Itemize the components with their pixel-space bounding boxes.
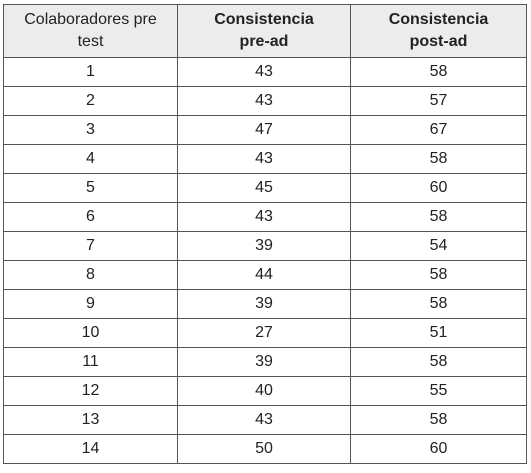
cell-consistency-post: 57 bbox=[350, 86, 527, 116]
cell-consistency-pre: 43 bbox=[177, 57, 351, 87]
cell-consistency-post: 60 bbox=[350, 173, 527, 203]
cell-consistency-post: 55 bbox=[350, 376, 527, 406]
cell-consistency-pre: 39 bbox=[177, 347, 351, 377]
table-row: 8 44 58 bbox=[3, 260, 527, 290]
cell-consistency-post: 54 bbox=[350, 231, 527, 261]
table-row: 13 43 58 bbox=[3, 405, 527, 435]
cell-consistency-post: 58 bbox=[350, 289, 527, 319]
cell-consistency-pre: 44 bbox=[177, 260, 351, 290]
cell-consistency-pre: 43 bbox=[177, 202, 351, 232]
cell-consistency-post: 58 bbox=[350, 202, 527, 232]
header-consistency-post-line2: post-ad bbox=[409, 33, 468, 50]
cell-consistency-pre: 43 bbox=[177, 405, 351, 435]
cell-collaborator: 5 bbox=[3, 173, 178, 203]
header-consistency-post: Consistencia post-ad bbox=[350, 4, 527, 58]
cell-consistency-post: 58 bbox=[350, 57, 527, 87]
cell-collaborator: 14 bbox=[3, 434, 178, 464]
cell-consistency-pre: 50 bbox=[177, 434, 351, 464]
cell-consistency-post: 60 bbox=[350, 434, 527, 464]
cell-consistency-post: 58 bbox=[350, 347, 527, 377]
table-row: 4 43 58 bbox=[3, 144, 527, 174]
cell-collaborator: 8 bbox=[3, 260, 178, 290]
header-collaborators: Colaboradores pre test bbox=[3, 4, 178, 58]
header-consistency-pre-line1: Consistencia bbox=[214, 11, 314, 28]
table-row: 1 43 58 bbox=[3, 57, 527, 87]
cell-consistency-pre: 43 bbox=[177, 86, 351, 116]
table-row: 2 43 57 bbox=[3, 86, 527, 116]
cell-consistency-pre: 40 bbox=[177, 376, 351, 406]
table-row: 7 39 54 bbox=[3, 231, 527, 261]
cell-consistency-pre: 43 bbox=[177, 144, 351, 174]
cell-consistency-post: 58 bbox=[350, 405, 527, 435]
cell-consistency-pre: 45 bbox=[177, 173, 351, 203]
table-row: 10 27 51 bbox=[3, 318, 527, 348]
cell-consistency-post: 58 bbox=[350, 260, 527, 290]
header-consistency-post-line1: Consistencia bbox=[388, 11, 489, 28]
cell-consistency-post: 58 bbox=[350, 144, 527, 174]
cell-collaborator: 3 bbox=[3, 115, 178, 145]
cell-consistency-pre: 39 bbox=[177, 289, 351, 319]
cell-consistency-post: 51 bbox=[350, 318, 527, 348]
cell-collaborator: 13 bbox=[3, 405, 178, 435]
table-row: 11 39 58 bbox=[3, 347, 527, 377]
cell-collaborator: 2 bbox=[3, 86, 178, 116]
table-row: 12 40 55 bbox=[3, 376, 527, 406]
cell-collaborator: 11 bbox=[3, 347, 178, 377]
cell-consistency-pre: 39 bbox=[177, 231, 351, 261]
header-collaborators-line1: Colaboradores pre bbox=[24, 11, 157, 28]
header-row: Colaboradores pre test Consistencia pre-… bbox=[3, 4, 527, 58]
table-row: 5 45 60 bbox=[3, 173, 527, 203]
cell-consistency-pre: 47 bbox=[177, 115, 351, 145]
table-row: 9 39 58 bbox=[3, 289, 527, 319]
table-row: 14 50 60 bbox=[3, 434, 527, 464]
table-header: Colaboradores pre test Consistencia pre-… bbox=[3, 4, 527, 58]
cell-collaborator: 1 bbox=[3, 57, 178, 87]
table-row: 6 43 58 bbox=[3, 202, 527, 232]
cell-collaborator: 6 bbox=[3, 202, 178, 232]
table-body: 1 43 58 2 43 57 3 47 67 4 43 58 5 45 60 6 43 58 7 39 54 8 44 58… bbox=[3, 57, 527, 464]
cell-collaborator: 12 bbox=[3, 376, 178, 406]
header-consistency-pre: Consistencia pre-ad bbox=[177, 4, 351, 58]
cell-collaborator: 10 bbox=[3, 318, 178, 348]
cell-consistency-post: 67 bbox=[350, 115, 527, 145]
table-row: 3 47 67 bbox=[3, 115, 527, 145]
header-consistency-pre-line2: pre-ad bbox=[239, 33, 289, 50]
cell-collaborator: 7 bbox=[3, 231, 178, 261]
cell-collaborator: 4 bbox=[3, 144, 178, 174]
cell-consistency-pre: 27 bbox=[177, 318, 351, 348]
cell-collaborator: 9 bbox=[3, 289, 178, 319]
data-table: Colaboradores pre test Consistencia pre-… bbox=[3, 4, 527, 464]
header-collaborators-line2: test bbox=[77, 33, 104, 50]
